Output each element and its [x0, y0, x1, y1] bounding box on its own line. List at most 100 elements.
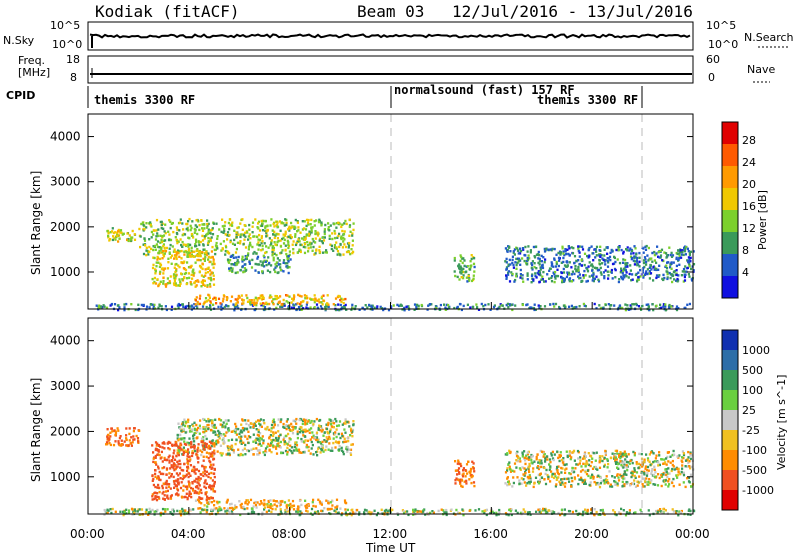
echo-cell: [162, 244, 165, 248]
echo-cell: [420, 303, 423, 307]
echo-cell: [202, 471, 205, 474]
echo-cell: [541, 263, 544, 267]
echo-cell: [611, 485, 614, 488]
echo-cell: [259, 500, 263, 503]
echo-cell: [535, 267, 538, 270]
echo-cell: [537, 261, 540, 265]
echo-cell: [515, 275, 518, 278]
echo-cell: [568, 247, 571, 250]
echo-cell: [589, 464, 592, 468]
echo-cell: [648, 266, 651, 269]
echo-cell: [454, 479, 457, 482]
echo-cell: [334, 510, 337, 513]
echo-cell: [283, 302, 286, 306]
echo-cell: [308, 232, 311, 236]
echo-cell: [505, 261, 508, 264]
echo-cell: [261, 240, 264, 243]
echo-cell: [633, 303, 636, 306]
echo-cell: [151, 277, 154, 281]
echo-cell: [213, 443, 216, 446]
echo-cell: [207, 427, 210, 431]
echo-cell: [259, 424, 262, 428]
echo-cell: [680, 509, 683, 513]
echo-cell: [211, 509, 214, 512]
echo-cell: [126, 238, 129, 242]
echo-cell: [688, 481, 691, 484]
echo-cell: [182, 423, 185, 426]
echo-cell: [296, 240, 299, 243]
echo-cell: [212, 222, 215, 225]
echo-cell: [274, 263, 277, 266]
echo-cell: [257, 238, 260, 241]
echo-cell: [319, 425, 322, 428]
echo-cell: [194, 431, 198, 434]
echo-cell: [667, 261, 670, 264]
echo-cell: [455, 477, 458, 480]
echo-cell: [160, 472, 163, 475]
echo-cell: [515, 454, 519, 458]
echo-cell: [125, 444, 128, 447]
echo-cell: [431, 510, 434, 513]
echo-cell: [168, 454, 171, 457]
echo-cell: [563, 253, 566, 257]
echo-cell: [140, 222, 143, 226]
echo-cell: [315, 431, 319, 434]
echo-cell: [657, 255, 660, 258]
nsky-trace: [89, 33, 691, 39]
echo-cell: [256, 263, 259, 266]
echo-cell: [313, 420, 316, 423]
echo-cell: [151, 498, 154, 501]
echo-cell: [114, 510, 117, 513]
echo-cell: [155, 495, 158, 498]
echo-cell: [615, 462, 618, 465]
echo-cell: [268, 296, 271, 299]
echo-cell: [209, 277, 213, 281]
echo-cell: [213, 480, 216, 484]
echo-cell: [689, 509, 692, 513]
echo-cell: [213, 449, 216, 452]
echo-cell: [655, 261, 658, 264]
echo-cell: [203, 223, 206, 226]
echo-cell: [383, 509, 386, 513]
echo-cell: [123, 510, 126, 514]
echo-cell: [608, 470, 611, 473]
echo-cell: [173, 449, 176, 452]
echo-cell: [271, 251, 274, 254]
echo-cell: [677, 514, 680, 517]
echo-cell: [671, 459, 674, 463]
echo-cell: [635, 471, 639, 474]
echo-cell: [193, 440, 196, 443]
echo-cell: [520, 482, 523, 485]
echo-cell: [664, 303, 667, 306]
echo-cell: [261, 224, 264, 227]
echo-cell: [229, 218, 232, 221]
echo-cell: [260, 304, 263, 307]
echo-cell: [604, 269, 607, 272]
echo-cell: [212, 278, 215, 281]
echo-cell: [272, 499, 275, 502]
echo-cell: [588, 246, 591, 250]
echo-cell: [332, 437, 335, 440]
echo-cell: [260, 236, 263, 240]
echo-cell: [373, 306, 376, 309]
echo-cell: [308, 431, 311, 434]
echo-cell: [623, 450, 626, 453]
echo-cell: [528, 474, 531, 477]
echo-cell: [304, 504, 307, 508]
echo-cell: [570, 273, 573, 276]
echo-cell: [192, 255, 195, 258]
echo-cell: [588, 275, 591, 278]
echo-cell: [217, 305, 220, 309]
echo-cell: [645, 303, 648, 306]
echo-cell: [350, 429, 353, 432]
echo-cell: [309, 421, 312, 424]
echo-cell: [184, 431, 187, 434]
echo-cell: [261, 264, 264, 267]
echo-cell: [505, 276, 508, 279]
echo-cell: [594, 248, 597, 251]
echo-cell: [167, 257, 170, 260]
echo-cell: [642, 276, 645, 279]
echo-cell: [618, 278, 621, 281]
echo-cell: [336, 253, 339, 256]
echo-cell: [640, 480, 643, 483]
